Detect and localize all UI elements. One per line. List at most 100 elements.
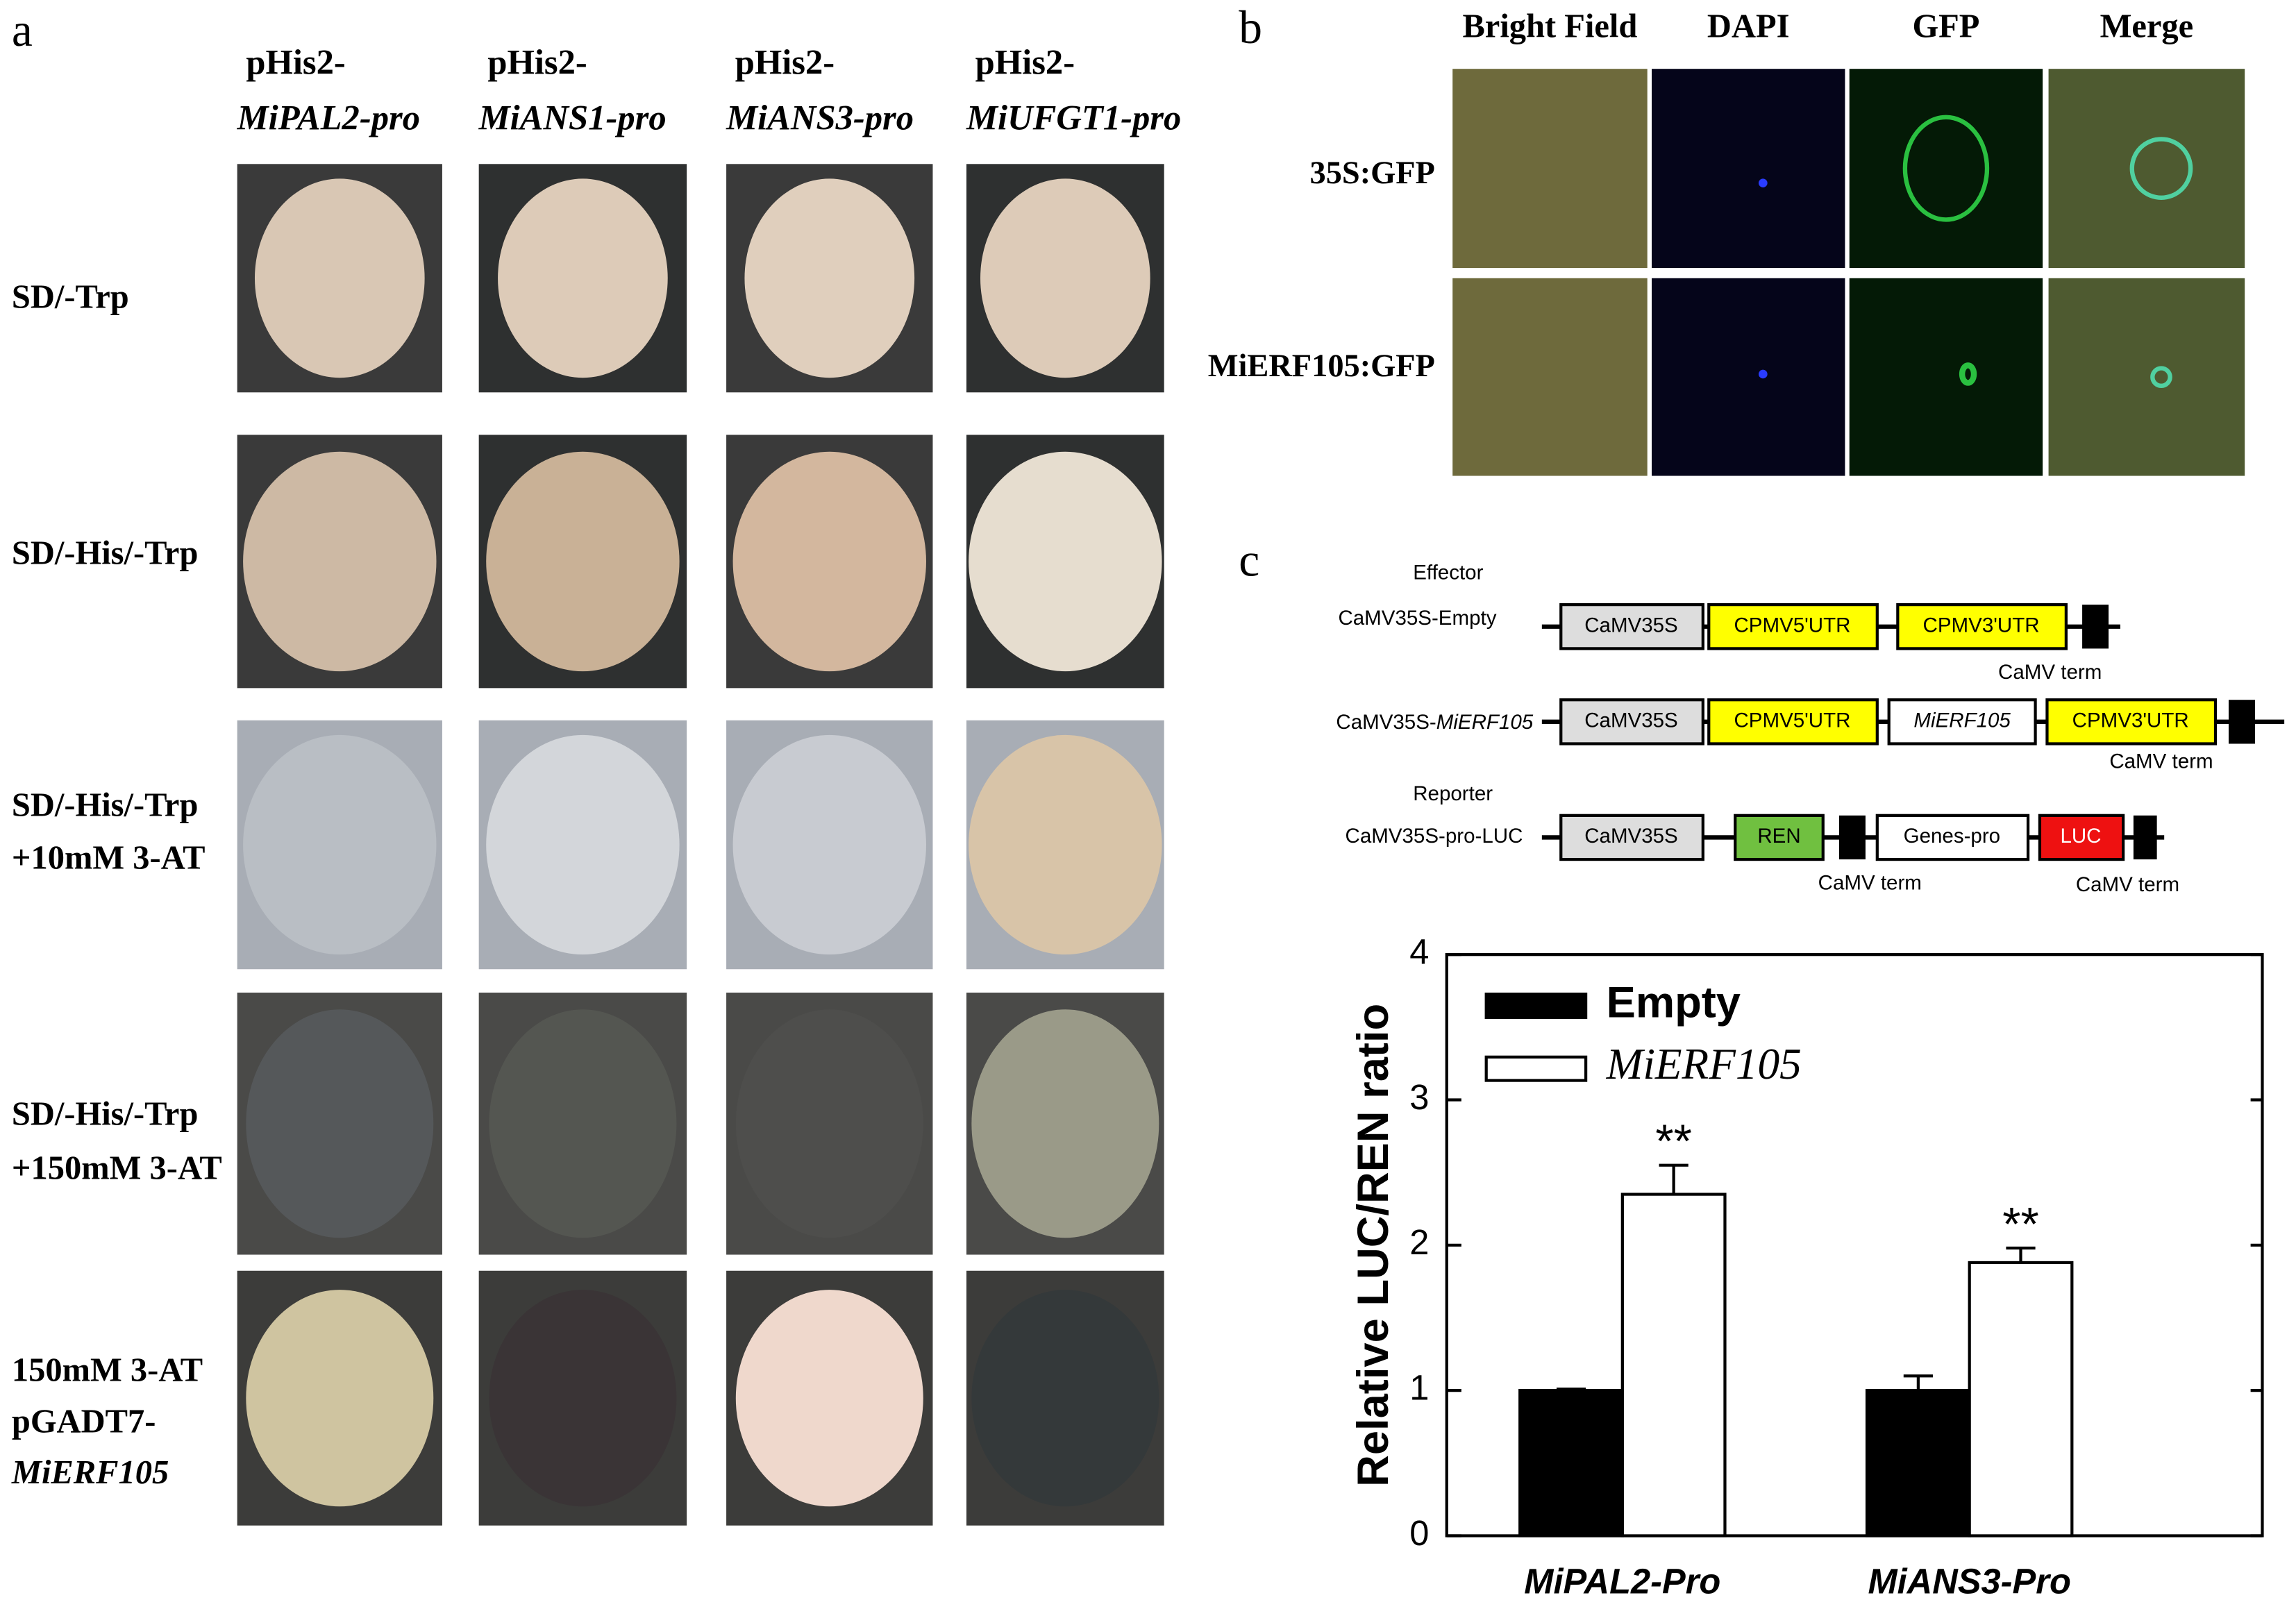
group-title: Effector <box>1413 562 1483 584</box>
column-promoter: MiPAL2-pro <box>237 99 420 137</box>
column-promoter: MiUFGT1-pro <box>966 99 1181 137</box>
significance: ** <box>1655 1115 1692 1168</box>
column-header: Bright Field <box>1462 8 1637 44</box>
colony <box>735 1290 923 1507</box>
part-label: CaMV35S <box>1584 825 1678 848</box>
part-label: CPMV5'UTR <box>1734 614 1850 637</box>
part <box>1734 814 1825 861</box>
terminator-label: CaMV term <box>2109 750 2213 773</box>
colony <box>969 734 1162 955</box>
nucleus <box>1758 178 1768 188</box>
terminator-label: CaMV term <box>1818 872 1922 895</box>
micrograph <box>1652 69 1845 269</box>
merge-signal <box>2129 137 2193 200</box>
terminator <box>1838 815 1866 860</box>
row-label: 150mM 3-AT <box>12 1351 203 1388</box>
bar <box>1518 1389 1624 1538</box>
gfp-signal <box>1902 115 1990 222</box>
colony <box>744 178 915 378</box>
part-label: CaMV35S <box>1584 614 1678 637</box>
part <box>1875 814 2030 861</box>
significance: ** <box>2002 1198 2039 1250</box>
colony <box>732 451 926 672</box>
micrograph <box>1849 69 2043 269</box>
legend-swatch <box>1484 993 1588 1019</box>
x-tick-label: MiPAL2-Pro <box>1524 1561 1720 1601</box>
y-tick-label: 2 <box>1409 1222 1429 1262</box>
part-label: LUC <box>2060 825 2101 848</box>
row-label: +150mM 3-AT <box>12 1149 222 1186</box>
colony <box>486 734 680 955</box>
column-header: GFP <box>1912 8 1979 44</box>
terminator-label: CaMV term <box>2076 873 2179 896</box>
part-label: Genes-pro <box>1904 825 2000 848</box>
micrograph <box>1452 278 1648 476</box>
colony <box>246 1009 434 1238</box>
panel-label: b <box>1239 1 1262 53</box>
construct-diagram: Effector CaMV35S-Empty CaMV35S CPMV5'UTR… <box>1336 562 2285 896</box>
colony <box>486 451 680 672</box>
part-label: MiERF105 <box>1913 709 2011 732</box>
colony <box>489 1009 677 1238</box>
name-prefix: CaMV35S- <box>1336 711 1436 734</box>
y-tick-label: 0 <box>1409 1513 1429 1553</box>
row-label: SD/-His/-Trp <box>12 535 199 572</box>
row-label: pGADT7- <box>12 1403 156 1440</box>
bar <box>1620 1193 1727 1538</box>
colony <box>489 1290 677 1507</box>
colony <box>735 1009 923 1238</box>
part <box>1559 698 1704 745</box>
colony <box>971 1290 1159 1507</box>
legend-label: MiERF105 <box>1606 1040 1802 1088</box>
part-label: CPMV3'UTR <box>2072 709 2189 732</box>
row-label: 35S:GFP <box>1310 155 1435 191</box>
part-label: CaMV35S <box>1584 709 1678 732</box>
construct-name: CaMV35S-Empty <box>1338 607 1496 630</box>
part <box>1887 698 2037 745</box>
part <box>2045 698 2218 745</box>
part <box>1896 603 2068 650</box>
x-tick-label: MiANS3-Pro <box>1868 1561 2070 1601</box>
colony <box>980 178 1150 378</box>
terminator <box>2133 815 2157 860</box>
row-label: +10mM 3-AT <box>12 839 206 876</box>
column-prefix: pHis2- <box>975 43 1075 82</box>
bar <box>1865 1389 1971 1538</box>
group-title: Reporter <box>1413 782 1493 805</box>
micrograph <box>2048 278 2245 476</box>
row-label: SD/-Trp <box>12 279 129 316</box>
colony <box>254 178 425 378</box>
row-label: MiERF105:GFP <box>1208 348 1435 384</box>
column-prefix: pHis2- <box>246 43 345 82</box>
micrograph <box>2048 69 2245 269</box>
y-axis-label: Relative LUC/REN ratio <box>1349 1004 1398 1487</box>
micrograph <box>1452 69 1648 269</box>
construct-name: CaMV35S-MiERF105 <box>1336 711 1533 734</box>
panel-b: Bright Field DAPI GFP Merge 35S:GFP MiERF105:… <box>1208 8 2245 476</box>
part-label: CPMV5'UTR <box>1734 709 1850 732</box>
bar <box>1968 1261 2074 1538</box>
part-label: REN <box>1757 825 1800 848</box>
y-tick-label: 4 <box>1409 932 1429 972</box>
colony <box>969 451 1162 672</box>
gfp-signal <box>1959 362 1977 386</box>
panel-label: a <box>12 4 33 56</box>
column-prefix: pHis2- <box>487 43 587 82</box>
column-promoter: MiANS3-pro <box>726 99 914 137</box>
legend-label: Empty <box>1607 979 1741 1027</box>
row-label: SD/-His/-Trp <box>12 786 199 823</box>
part-label: CPMV3'UTR <box>1923 614 2040 637</box>
micrograph <box>1849 278 2043 476</box>
bar-chart: 0 1 2 3 4 Relative LUC/REN ratio MiPAL2-Pro ** M… <box>1349 932 2264 1601</box>
colony <box>971 1009 1159 1238</box>
part <box>1707 603 1879 650</box>
column-header: Merge <box>2100 8 2194 44</box>
part <box>2038 814 2125 861</box>
colony <box>732 734 926 955</box>
y-tick-label: 3 <box>1409 1077 1429 1117</box>
terminator <box>2228 700 2255 744</box>
part <box>1707 698 1879 745</box>
column-promoter: MiANS1-pro <box>478 99 667 137</box>
micrograph <box>1652 278 1845 476</box>
